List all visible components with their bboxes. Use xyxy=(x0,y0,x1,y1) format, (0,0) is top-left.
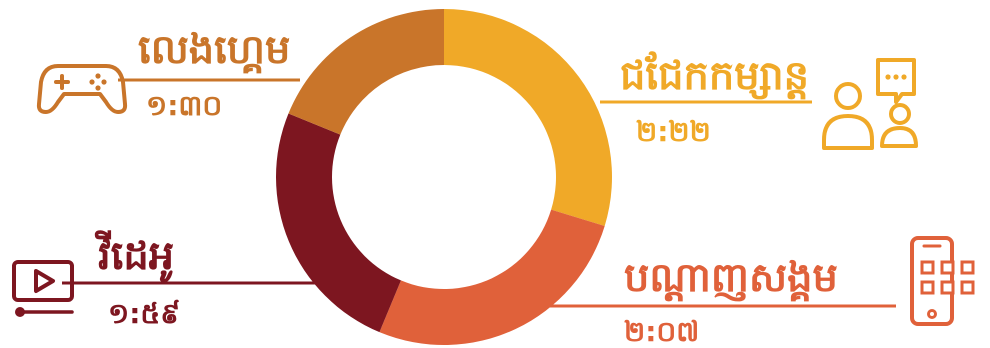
donut-slices xyxy=(275,9,612,345)
chat-value: ២:២២ xyxy=(636,115,711,148)
slice-social xyxy=(379,209,605,345)
chat-label: ជជែកកម្សាន្ត xyxy=(620,53,810,99)
slice-video xyxy=(275,113,401,333)
phone-apps-icon xyxy=(904,234,986,330)
slice-gaming xyxy=(288,9,444,135)
video-value: ១:៥៩ xyxy=(108,297,181,330)
gamepad-icon xyxy=(36,60,128,116)
gaming-value: ១:៣០ xyxy=(146,89,223,122)
people-chat-icon xyxy=(820,54,920,154)
gaming-label: លេងហ្គេម xyxy=(138,27,291,73)
slice-chat xyxy=(444,9,612,226)
leader-lines xyxy=(62,78,896,308)
social-label: បណ្ដាញសង្គម xyxy=(624,255,838,301)
video-play-icon xyxy=(8,258,78,320)
video-label: វីដេអូ xyxy=(98,233,175,279)
social-value: ២:០៧ xyxy=(624,315,700,348)
